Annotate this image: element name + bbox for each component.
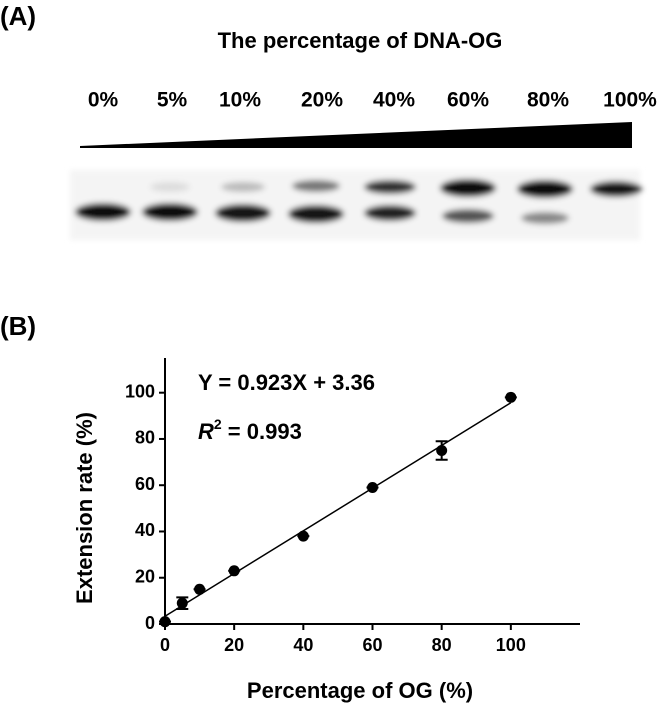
band xyxy=(364,205,416,221)
r-superscript: 2 xyxy=(214,416,222,432)
x-tick-label: 80 xyxy=(432,635,452,655)
r-value: = 0.993 xyxy=(222,419,302,444)
data-point xyxy=(159,616,171,628)
lane-label: 0% xyxy=(88,89,119,112)
band xyxy=(288,205,344,223)
lane-label: 80% xyxy=(527,89,569,112)
data-point xyxy=(176,597,188,609)
y-tick-label: 100 xyxy=(125,381,155,401)
band xyxy=(440,179,496,197)
y-tick-label: 60 xyxy=(135,474,155,494)
data-point xyxy=(505,391,517,403)
x-tick-label: 60 xyxy=(362,635,382,655)
x-tick-label: 40 xyxy=(293,635,313,655)
band xyxy=(364,180,416,194)
band xyxy=(215,204,271,222)
x-axis-label: Percentage of OG (%) xyxy=(247,678,473,703)
equation: Y = 0.923X + 3.36 xyxy=(198,370,375,395)
band xyxy=(442,209,494,223)
band xyxy=(292,180,340,192)
band xyxy=(150,182,190,192)
gradient-wedge xyxy=(80,122,632,148)
y-tick-label: 20 xyxy=(135,566,155,586)
gel-title: The percentage of DNA-OG xyxy=(218,28,503,53)
band xyxy=(75,203,131,221)
lane-label: 60% xyxy=(447,89,489,112)
data-point xyxy=(194,583,206,595)
band xyxy=(221,182,265,192)
data-point xyxy=(367,482,378,494)
lane-label: 10% xyxy=(219,89,261,112)
band xyxy=(517,180,573,198)
y-tick-label: 80 xyxy=(135,428,155,448)
gel-bands xyxy=(70,170,642,240)
y-axis-label: Extension rate (%) xyxy=(72,412,97,604)
lane-label: 100% xyxy=(603,89,657,112)
fit-line xyxy=(164,402,512,617)
y-tick-label: 0 xyxy=(145,613,155,633)
band xyxy=(590,181,642,197)
band xyxy=(521,212,569,224)
data-point xyxy=(297,530,309,542)
data-point xyxy=(436,445,448,457)
plot: 0 20 40 60 80 100 0 20 40 60 80 100 xyxy=(125,358,580,655)
r-squared: R2 = 0.993 xyxy=(198,416,302,444)
x-tick-label: 0 xyxy=(160,635,170,655)
x-tick-label: 100 xyxy=(496,635,526,655)
x-tick-label: 20 xyxy=(224,635,244,655)
panel-label: (A) xyxy=(0,1,36,31)
r-symbol: R xyxy=(198,419,214,444)
band xyxy=(142,203,198,221)
lane-label: 20% xyxy=(301,89,343,112)
lane-label: 5% xyxy=(157,89,188,112)
lane-label: 40% xyxy=(373,89,415,112)
y-tick-label: 40 xyxy=(135,520,155,540)
data-point xyxy=(228,565,240,577)
lane-labels: 0% 5% 10% 20% 40% 60% 80% 100% xyxy=(88,89,657,112)
panel-label: (B) xyxy=(0,311,36,341)
